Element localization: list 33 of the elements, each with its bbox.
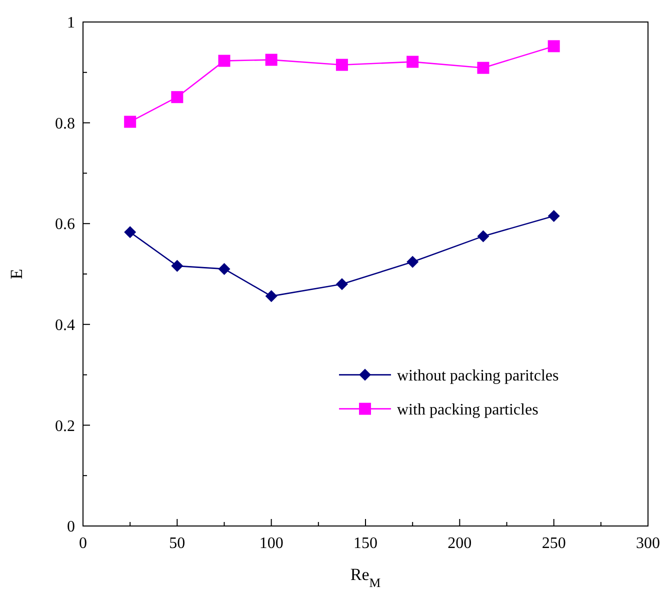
point xyxy=(548,210,560,222)
point xyxy=(548,40,560,52)
y-tick-label: 0.6 xyxy=(55,216,75,234)
x-tick-label: 100 xyxy=(259,535,284,552)
legend-label: without packing paritcles xyxy=(397,367,559,384)
point xyxy=(336,278,348,290)
y-tick-label: 0.4 xyxy=(55,317,75,334)
x-tick-label: 250 xyxy=(542,535,566,552)
point xyxy=(406,256,419,268)
y-tick-label: 0.8 xyxy=(55,115,75,132)
y-tick-label: 0.2 xyxy=(55,418,75,435)
x-tick-label: 200 xyxy=(448,535,472,552)
point xyxy=(265,54,278,66)
point xyxy=(477,62,490,74)
point xyxy=(406,56,419,68)
point xyxy=(218,262,230,275)
legend-label: with packing particles xyxy=(397,401,538,418)
point xyxy=(265,290,278,302)
point xyxy=(171,91,184,104)
point xyxy=(218,54,230,67)
point xyxy=(171,260,184,272)
x-tick-label: 50 xyxy=(169,535,186,552)
x-tick-label: 0 xyxy=(79,535,87,552)
x-tick-label: 300 xyxy=(636,535,660,552)
y-tick-label: 0 xyxy=(67,518,75,536)
point xyxy=(124,226,136,238)
y-axis-title: E xyxy=(7,268,26,280)
x-axis-title: Re$_{M}$ xyxy=(350,565,381,590)
point xyxy=(477,230,490,242)
y-tick-label: 1 xyxy=(67,14,75,32)
point xyxy=(124,116,136,128)
x-tick-label: 150 xyxy=(354,535,378,552)
point xyxy=(336,58,348,71)
